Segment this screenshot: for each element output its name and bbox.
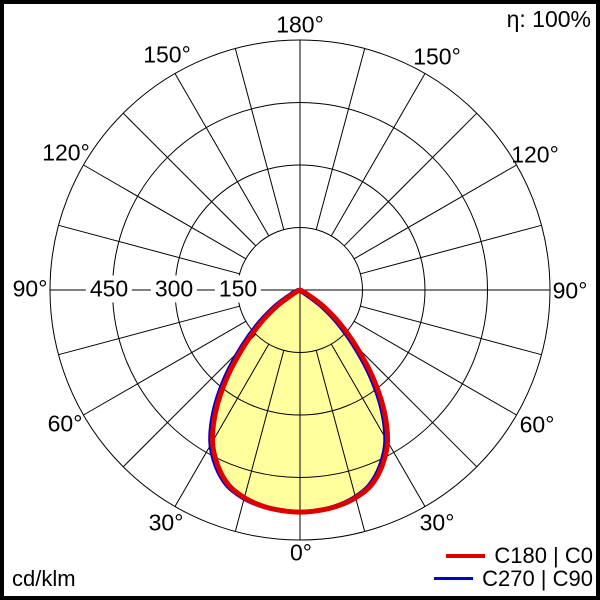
legend: C180 | C0 C270 | C90 [434, 542, 593, 591]
angle-label-150: 150° [143, 41, 191, 68]
angle-label-30: 30° [419, 509, 455, 536]
radial-tick-150: 150 [214, 275, 262, 303]
angle-label-90: 90° [12, 275, 48, 302]
angle-label-60: 60° [519, 411, 555, 438]
angle-label-150: 150° [413, 43, 461, 70]
unit-label: cd/klm [12, 566, 76, 591]
radial-tick-450: 450 [85, 275, 133, 303]
efficiency-label: η: 100% [506, 6, 591, 32]
angle-label-0: 0° [290, 539, 312, 566]
legend-item-c180-c0: C180 | C0 [434, 542, 593, 568]
legend-item-c270-c90: C270 | C90 [434, 565, 593, 591]
curve-c180-c0 [209, 287, 391, 515]
legend-red-line-swatch [446, 553, 486, 558]
legend-label-c180-c0: C180 | C0 [494, 542, 593, 568]
angle-label-90: 90° [552, 277, 588, 304]
angle-label-60: 60° [47, 410, 83, 437]
legend-label-c270-c90: C270 | C90 [482, 565, 593, 591]
polar-grid [49, 39, 551, 541]
angle-label-120: 120° [511, 141, 559, 168]
angle-label-30: 30° [148, 509, 184, 536]
angle-label-120: 120° [42, 139, 90, 166]
radial-tick-300: 300 [150, 275, 198, 303]
angle-label-180: 180° [276, 11, 324, 38]
legend-blue-line-swatch [434, 577, 474, 580]
